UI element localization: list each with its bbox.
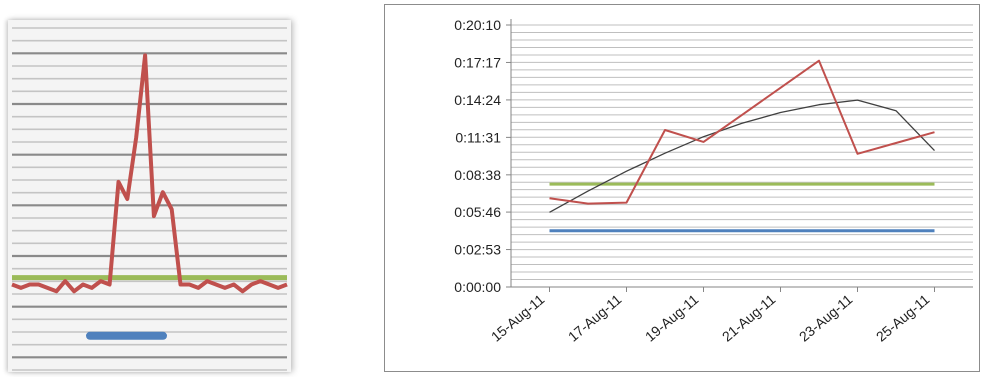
main-chart-panel: 0:00:00 0:02:53 0:05:46 0:08:38 0:11:31 0:14:… (384, 4, 980, 372)
mini-chart-panel (8, 20, 291, 372)
y-tick-label: 0:14:24 (454, 92, 501, 108)
actual-series-line (11, 53, 288, 294)
y-tick-label: 0:08:38 (454, 167, 501, 183)
y-tick-label: 0:02:53 (454, 242, 501, 258)
x-tick-label: 25-Aug-11 (873, 291, 933, 345)
x-tick-label: 17-Aug-11 (565, 291, 625, 345)
y-tick-label: 0:00:00 (454, 279, 501, 295)
y-tick-label: 0:20:10 (454, 17, 501, 33)
trend-line (549, 99, 935, 213)
x-tick-label: 23-Aug-11 (796, 291, 856, 345)
actual-series-line (549, 59, 935, 205)
y-tick-label: 0:11:31 (455, 129, 501, 145)
y-tick-label: 0:05:46 (454, 204, 501, 220)
x-tick-label: 21-Aug-11 (719, 291, 779, 345)
x-tick-label: 15-Aug-11 (488, 291, 548, 345)
main-chart: 0:00:00 0:02:53 0:05:46 0:08:38 0:11:31 0:14:… (454, 17, 973, 345)
mini-chart (11, 27, 288, 371)
x-tick-label: 19-Aug-11 (642, 291, 702, 345)
y-tick-label: 0:17:17 (454, 54, 501, 70)
